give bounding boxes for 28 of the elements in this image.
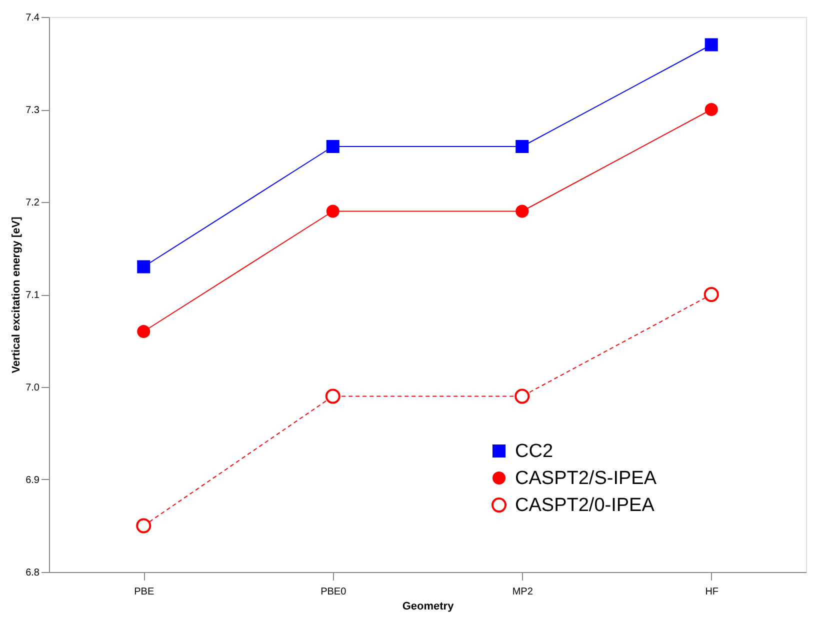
- legend-label: CASPT2/0-IPEA: [515, 495, 655, 516]
- y-tick-label: 7.0: [26, 382, 40, 394]
- point: [325, 388, 340, 404]
- point: [136, 518, 152, 534]
- y-axis-title: Vertical excitation energy [eV]: [10, 216, 23, 374]
- point: [137, 324, 150, 338]
- x-tick-label: PBE0: [320, 586, 347, 598]
- point: [137, 260, 150, 274]
- point: [704, 286, 719, 302]
- point: [516, 140, 529, 154]
- point: [704, 38, 718, 52]
- x-tick-label: PBE: [134, 586, 154, 598]
- y-tick-label: 6.9: [26, 475, 40, 486]
- x-axis-title: Geometry: [402, 600, 455, 612]
- point: [514, 388, 530, 404]
- point: [326, 204, 340, 218]
- point: [704, 102, 718, 116]
- legend-label: CC2: [515, 441, 554, 462]
- x-tick-label: MP2: [512, 586, 534, 598]
- point: [516, 204, 529, 218]
- y-tick-label: 7.3: [26, 105, 40, 116]
- y-tick-label: 7.4: [26, 12, 40, 24]
- legend-label: CASPT2/S-IPEA: [515, 468, 657, 489]
- y-tick-label: 7.2: [26, 198, 40, 208]
- y-tick-label: 7.1: [26, 290, 40, 301]
- x-tick-label: HF: [705, 586, 719, 598]
- y-tick-label: 6.8: [26, 568, 40, 578]
- point: [326, 140, 340, 154]
